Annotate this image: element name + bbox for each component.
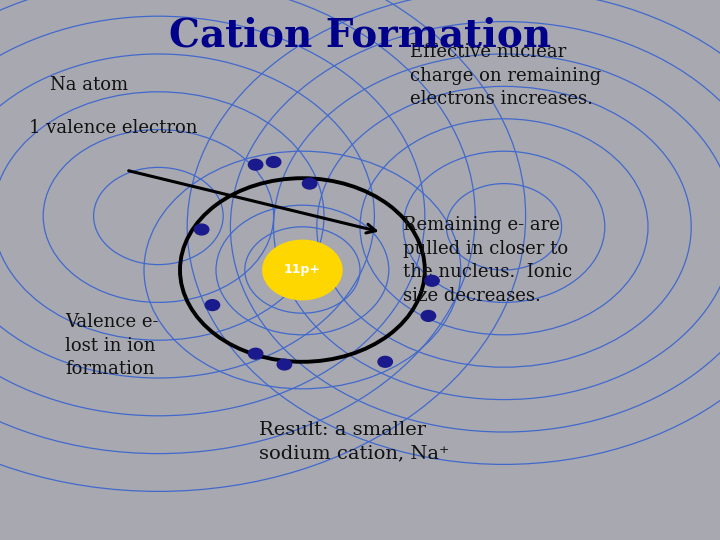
Text: Result: a smaller
sodium cation, Na⁺: Result: a smaller sodium cation, Na⁺ [259,421,449,463]
Text: Valence e-
lost in ion
formation: Valence e- lost in ion formation [65,313,158,379]
Ellipse shape [194,224,209,235]
Ellipse shape [248,348,263,359]
Ellipse shape [378,356,392,367]
Text: 11p+: 11p+ [284,264,321,276]
Text: Cation Formation: Cation Formation [169,16,551,54]
Ellipse shape [302,178,317,189]
Text: Effective nuclear
charge on remaining
electrons increases.: Effective nuclear charge on remaining el… [410,43,602,109]
Text: 1 valence electron: 1 valence electron [29,119,197,137]
Ellipse shape [425,275,439,286]
Text: Remaining e- are
pulled in closer to
the nucleus.  Ionic
size decreases.: Remaining e- are pulled in closer to the… [403,216,572,305]
Ellipse shape [248,159,263,170]
Ellipse shape [205,300,220,310]
Ellipse shape [277,359,292,370]
Text: Na atom: Na atom [50,76,129,93]
Ellipse shape [421,310,436,321]
Ellipse shape [266,157,281,167]
Ellipse shape [263,240,342,300]
